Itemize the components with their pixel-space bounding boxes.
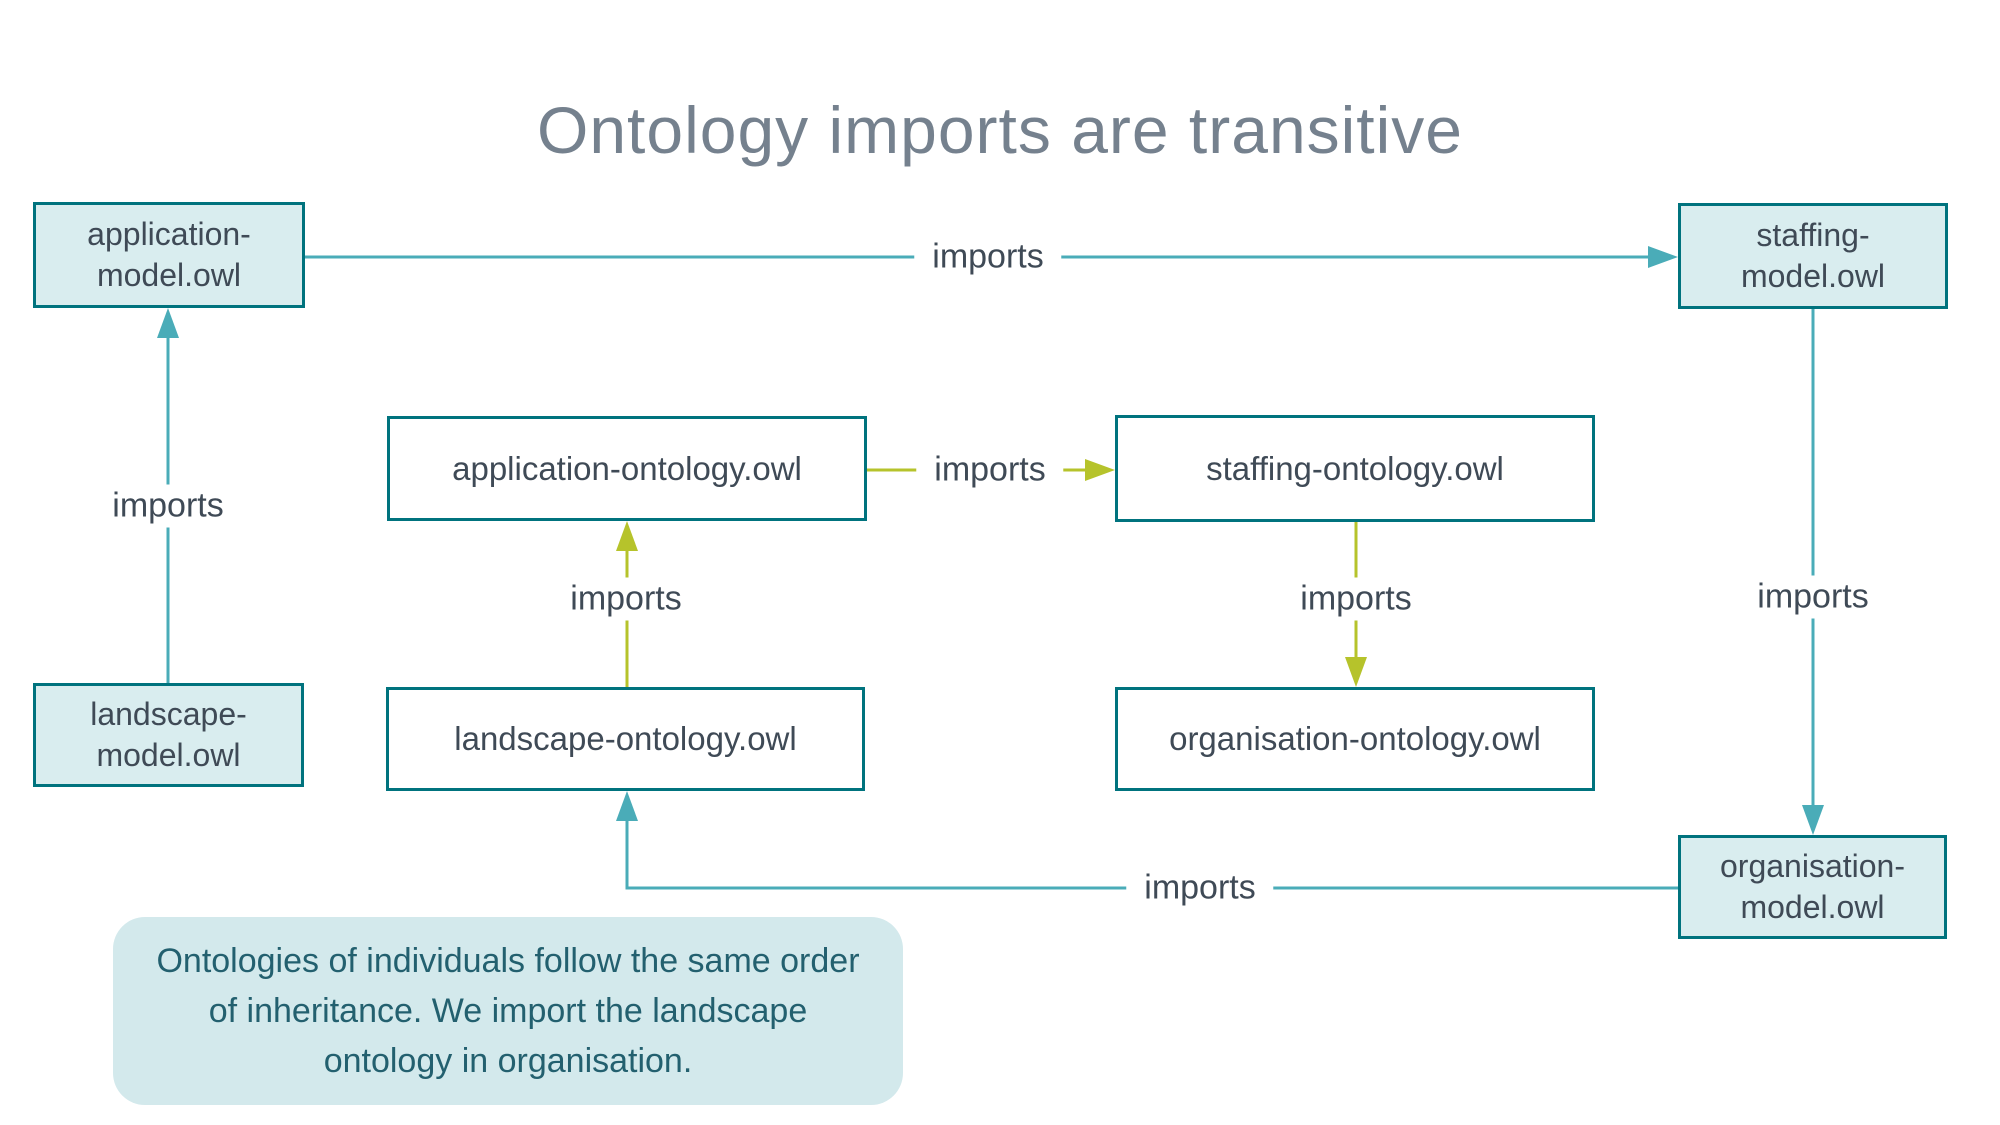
node-organisation-ontology: organisation-ontology.owl bbox=[1115, 687, 1595, 791]
node-application-model-line1: application- bbox=[87, 216, 251, 252]
node-landscape-model-line2: model.owl bbox=[96, 737, 241, 773]
edge-label-imports-middle-center: imports bbox=[916, 448, 1064, 492]
node-landscape-model-line1: landscape- bbox=[90, 696, 247, 732]
page-title: Ontology imports are transitive bbox=[536, 93, 1464, 167]
node-organisation-ontology-label: organisation-ontology.owl bbox=[1169, 720, 1541, 757]
node-staffing-model-line2: model.owl bbox=[1740, 258, 1886, 294]
arrowhead-into-staffing-ontology bbox=[1085, 459, 1115, 481]
node-landscape-model: landscape- model.owl bbox=[33, 683, 304, 787]
edge-label-imports-bottom: imports bbox=[1126, 866, 1274, 910]
edge-label-imports-middle-right: imports bbox=[1282, 577, 1430, 621]
node-staffing-model: staffing- model.owl bbox=[1678, 203, 1948, 309]
node-application-ontology-label: application-ontology.owl bbox=[452, 449, 802, 487]
node-application-ontology: application-ontology.owl bbox=[387, 416, 867, 521]
node-organisation-model-line1: organisation- bbox=[1720, 848, 1905, 884]
edge-label-imports-left: imports bbox=[94, 484, 242, 528]
node-organisation-model-line2: model.owl bbox=[1740, 889, 1885, 925]
edge-label-imports-middle-left: imports bbox=[552, 577, 700, 621]
note-callout-text: Ontologies of individuals follow the sam… bbox=[156, 942, 860, 1080]
node-application-model-line2: model.owl bbox=[96, 257, 242, 293]
arrowhead-into-organisation-ontology bbox=[1345, 657, 1367, 687]
arrowhead-into-landscape-ontology bbox=[616, 791, 638, 821]
node-staffing-ontology-label: staffing-ontology.owl bbox=[1206, 449, 1504, 487]
arrowhead-into-staffing-model bbox=[1648, 246, 1678, 268]
node-landscape-ontology-label: landscape-ontology.owl bbox=[454, 720, 797, 757]
edge-label-imports-right: imports bbox=[1739, 575, 1887, 619]
node-landscape-ontology: landscape-ontology.owl bbox=[386, 687, 865, 791]
arrowhead-into-application-ontology bbox=[616, 521, 638, 551]
note-callout: Ontologies of individuals follow the sam… bbox=[113, 917, 903, 1105]
arrowhead-into-application-model bbox=[157, 308, 179, 338]
node-organisation-model: organisation- model.owl bbox=[1678, 835, 1947, 939]
node-staffing-model-line1: staffing- bbox=[1756, 217, 1870, 253]
edge-label-imports-top: imports bbox=[914, 235, 1062, 279]
node-staffing-ontology: staffing-ontology.owl bbox=[1115, 415, 1595, 522]
node-application-model: application- model.owl bbox=[33, 202, 305, 308]
arrowhead-into-organisation-model bbox=[1802, 805, 1824, 835]
